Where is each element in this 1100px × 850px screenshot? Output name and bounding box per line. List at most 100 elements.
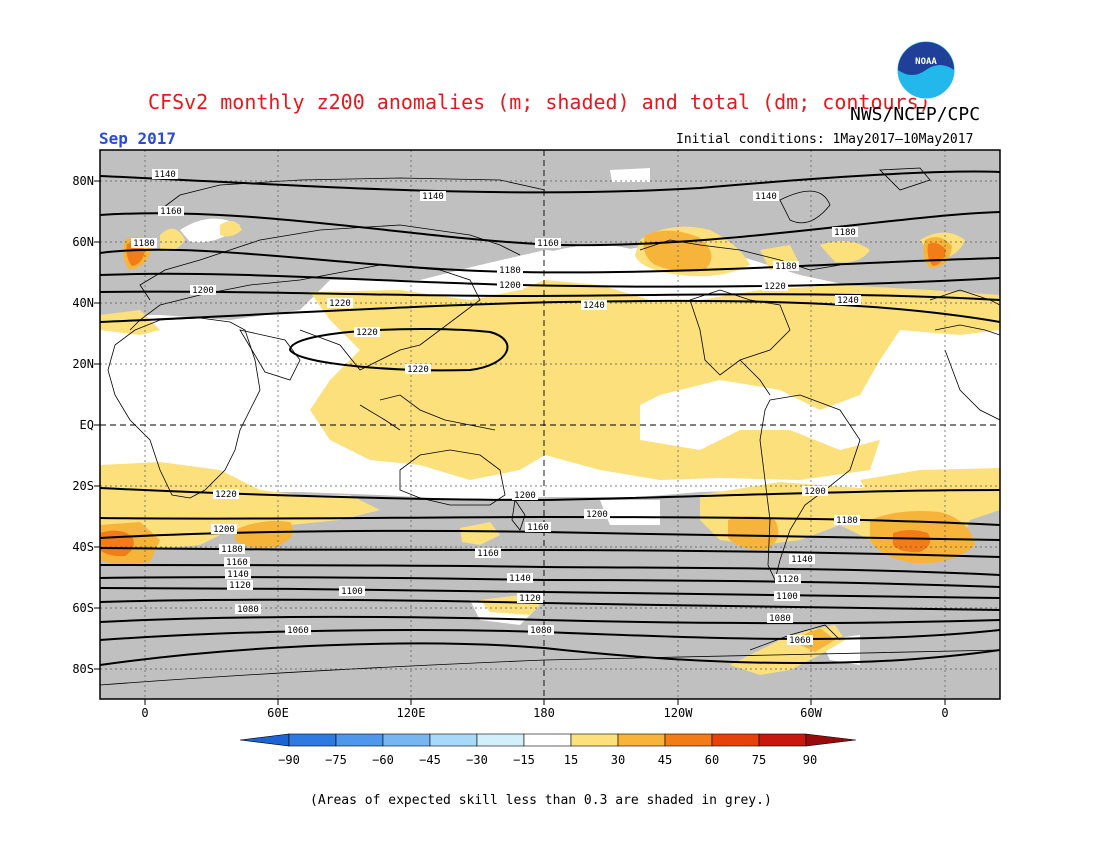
contour-label: 1160 [226, 558, 248, 568]
contour-label: 1240 [583, 301, 605, 311]
map-frame [99, 149, 1001, 700]
colorbar-swatch [335, 733, 384, 747]
contour-label: 1180 [133, 239, 155, 249]
contour-label-bg [235, 604, 261, 614]
contour-label-bg [774, 591, 800, 601]
contour-label: 1220 [764, 282, 786, 292]
anomaly-15-30 [100, 221, 1000, 675]
coastlines [100, 167, 1000, 686]
lat-label: 20N [72, 357, 94, 371]
lon-label: 60W [800, 706, 822, 720]
contour-label: 1200 [586, 510, 608, 520]
contour-label: 1140 [509, 574, 531, 584]
colorbar-tick-label: 60 [704, 753, 720, 767]
contour-label-bg [227, 580, 253, 590]
contour-label-bg [327, 298, 353, 308]
contour-label-bg [835, 295, 861, 305]
colorbar-tick-label: 90 [802, 753, 818, 767]
contour-label-bg [211, 524, 237, 534]
lat-label: 40S [72, 540, 94, 554]
lat-label: 60N [72, 235, 94, 249]
contour-label: 1180 [834, 228, 856, 238]
contour-label-bg [497, 265, 523, 275]
contour-label-bg [213, 489, 239, 499]
contour-label: 1100 [341, 587, 363, 597]
contour-label: 1080 [530, 626, 552, 636]
contour-label: 1200 [192, 286, 214, 296]
contour-label-bg [339, 586, 365, 596]
contour-label-bg [285, 625, 311, 635]
colorbar-tick-label: −15 [513, 753, 535, 767]
contour-label-bg [584, 509, 610, 519]
contour-label-bg [507, 573, 533, 583]
contour-label-bg [405, 364, 431, 374]
contour-label-bg [190, 285, 216, 295]
lat-label: 80S [72, 662, 94, 676]
contour-label: 1140 [755, 192, 777, 202]
colorbar [239, 733, 857, 747]
contour-label-bg [834, 515, 860, 525]
colorbar-tick-label: 30 [610, 753, 626, 767]
contour-label: 1240 [837, 296, 859, 306]
colorbar-swatch [664, 733, 713, 747]
contour-label-bg [767, 613, 793, 623]
contour-label: 1200 [804, 487, 826, 497]
contour-label: 1140 [154, 170, 176, 180]
lon-label: 0 [141, 706, 149, 720]
contour-label: 1180 [499, 266, 521, 276]
lon-label: 120E [396, 706, 426, 720]
contour-label: 1140 [791, 555, 813, 565]
contour-label: 1080 [237, 605, 259, 615]
footnote: (Areas of expected skill less than 0.3 a… [310, 793, 772, 808]
contour-label-bg [753, 191, 779, 201]
contour-label-bg [762, 281, 788, 291]
contour-label: 1200 [213, 525, 235, 535]
contour-label: 1060 [789, 636, 811, 646]
contour-label-bg [775, 574, 801, 584]
lat-label: EQ [79, 418, 94, 432]
contour-label: 1160 [527, 523, 549, 533]
tick-marks [94, 180, 946, 705]
contour-label-bg [475, 548, 501, 558]
contour-label: 1220 [329, 299, 351, 309]
lat-label: 80N [72, 174, 94, 188]
contour-label: 1220 [407, 365, 429, 375]
contour-label: 1160 [160, 207, 182, 217]
lon-label: 120W [663, 706, 693, 720]
lon-label: 180 [533, 706, 555, 720]
contour-label-bg [832, 227, 858, 237]
contour-label-bg [131, 238, 157, 248]
colorbar-swatch [476, 733, 525, 747]
colorbar-swatch [758, 733, 807, 747]
colorbar-tick-label: 15 [563, 753, 579, 767]
contour-label: 1180 [221, 545, 243, 555]
chart-title: CFSv2 monthly z200 anomalies (m; shaded)… [148, 90, 931, 114]
contour-label: 1200 [499, 281, 521, 291]
lat-label: 40N [72, 296, 94, 310]
contour-label-bg [497, 280, 523, 290]
contour-label-bg [789, 554, 815, 564]
contour-label-bg [420, 191, 446, 201]
colorbar-swatch [617, 733, 666, 747]
colorbar-swatch [382, 733, 431, 747]
contour-label-bg [224, 557, 250, 567]
colorbar-swatch [429, 733, 478, 747]
forecast-month: Sep 2017 [99, 129, 177, 148]
contour-label-bg [528, 625, 554, 635]
contour-label-bg [219, 544, 245, 554]
contour-label-bg [158, 206, 184, 216]
colorbar-tick-label: −90 [278, 753, 300, 767]
contour-label-bg [512, 490, 538, 500]
reference-lines [100, 150, 1000, 699]
contour-label: 1200 [514, 491, 536, 501]
contour-label: 1160 [477, 549, 499, 559]
contour-label-bg [225, 569, 251, 579]
logo-text: NOAA [915, 57, 937, 67]
contour-label: 1220 [356, 328, 378, 338]
agency-label: NWS/NCEP/CPC [850, 104, 981, 125]
colorbar-tick-label: −30 [466, 753, 488, 767]
contour-label: 1160 [537, 239, 559, 249]
colorbar-tick-label: −75 [325, 753, 347, 767]
contour-label-bg [802, 486, 828, 496]
